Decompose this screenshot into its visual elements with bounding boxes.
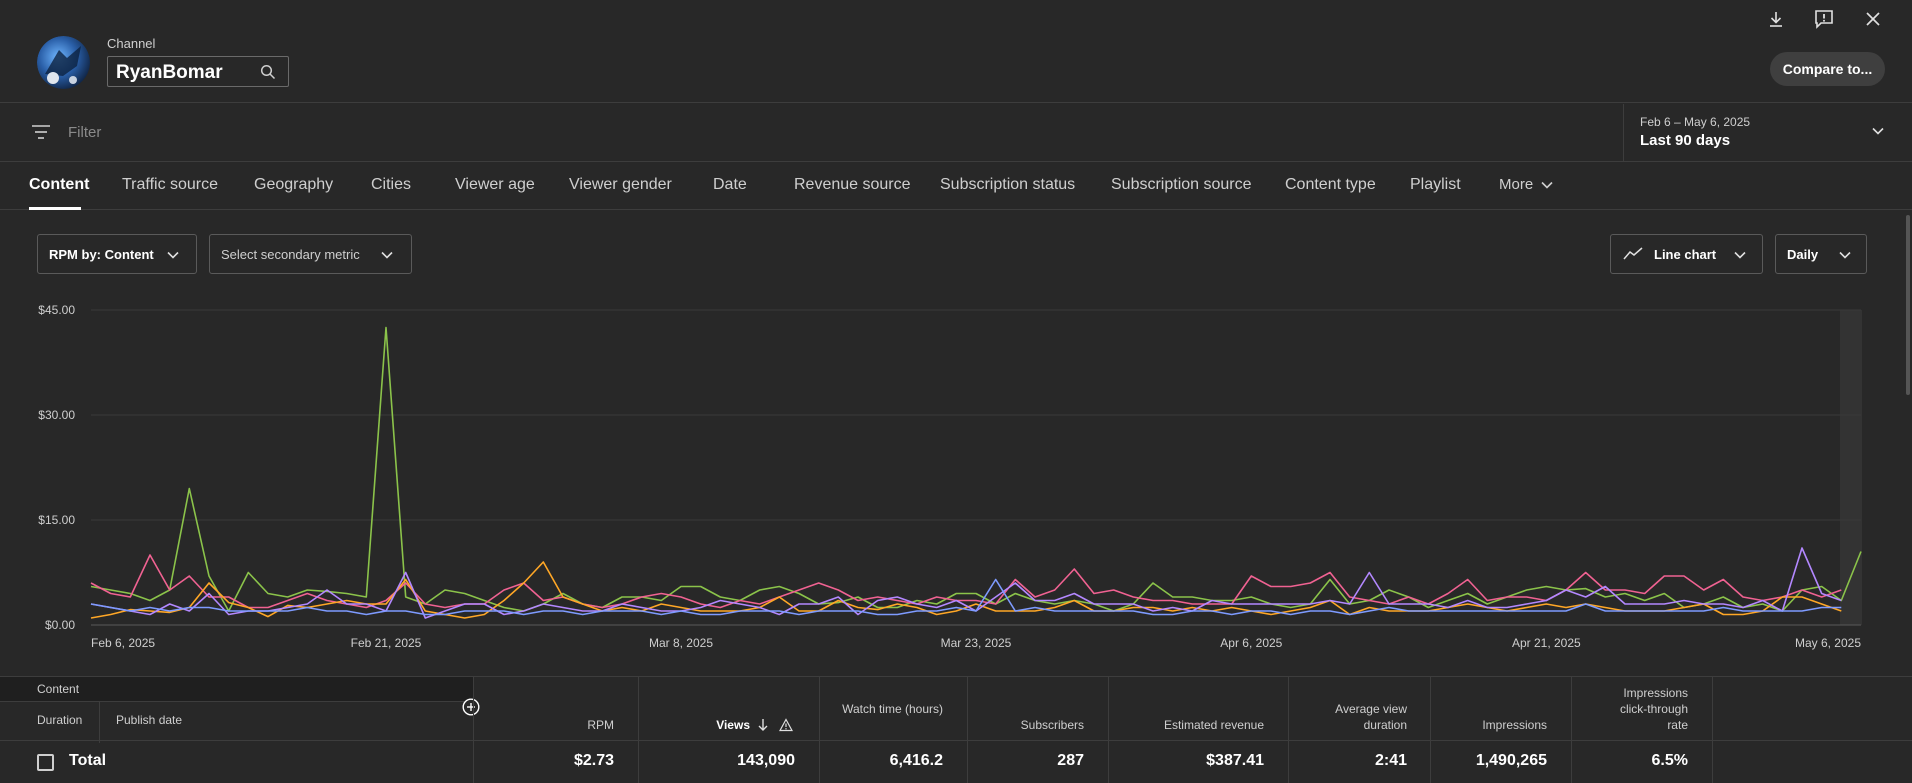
channel-name: RyanBomar [116, 62, 223, 83]
series-line-4[interactable] [90, 547, 1842, 619]
search-icon[interactable] [260, 64, 276, 80]
total-watch-time: 6,416.2 [889, 752, 943, 769]
date-range-label: Last 90 days [1640, 132, 1731, 149]
primary-metric-label: RPM by: Content [49, 246, 154, 262]
tab-viewer-age[interactable]: Viewer age [455, 176, 535, 193]
column-header-ctr[interactable]: Impressions click-through rate [1619, 686, 1688, 732]
interval-select[interactable]: Daily [1775, 234, 1867, 274]
column-header-rpm[interactable]: RPM [587, 718, 614, 732]
channel-label: Channel [107, 36, 156, 51]
add-column-icon[interactable] [462, 698, 480, 716]
x-tick-label: Mar 8, 2025 [649, 636, 713, 650]
tab-content-type[interactable]: Content type [1285, 176, 1376, 193]
warning-icon[interactable] [779, 718, 793, 732]
sort-descending-icon[interactable] [757, 718, 769, 732]
date-range-text: Feb 6 – May 6, 2025 [1640, 115, 1751, 129]
content-header-band [0, 677, 473, 701]
total-ctr: 6.5% [1651, 752, 1688, 769]
date-range-selector[interactable]: Feb 6 – May 6, 2025 Last 90 days [1623, 104, 1912, 162]
tab-subscription-source[interactable]: Subscription source [1111, 176, 1252, 193]
channel-picker[interactable]: RyanBomar [107, 56, 289, 87]
line-chart-icon [1623, 247, 1643, 260]
chevron-down-icon [167, 251, 179, 259]
y-tick-label: $30.00 [38, 408, 75, 422]
total-average-view-duration: 2:41 [1374, 752, 1407, 769]
y-tick-label: $0.00 [45, 618, 75, 632]
secondary-metric-label: Select secondary metric [221, 246, 360, 262]
channel-avatar[interactable] [37, 36, 90, 89]
total-rpm: $2.73 [573, 752, 614, 769]
compare-button[interactable]: Compare to... [1770, 52, 1885, 86]
series-line-1[interactable] [90, 326, 1862, 612]
channel-header: Channel RyanBomar Compare to... [0, 0, 1912, 103]
series-line-5[interactable] [90, 578, 1842, 616]
secondary-metric-select[interactable]: Select secondary metric [209, 234, 412, 274]
column-header-watch-time[interactable]: Watch time (hours) [842, 702, 943, 716]
dimension-tabs: Content Traffic source Geography Cities … [0, 163, 1912, 210]
primary-metric-select[interactable]: RPM by: Content [37, 234, 197, 274]
total-impressions: 1,490,265 [1475, 752, 1547, 769]
active-tab-indicator [29, 207, 81, 210]
column-header-subscribers[interactable]: Subscribers [1020, 718, 1084, 732]
x-tick-label: Apr 21, 2025 [1512, 636, 1581, 650]
column-header-average-view-duration[interactable]: Average view duration [1335, 702, 1407, 732]
interval-label: Daily [1787, 246, 1819, 262]
x-tick-label: Feb 6, 2025 [91, 636, 155, 650]
tab-playlist[interactable]: Playlist [1410, 176, 1461, 193]
total-subscribers: 287 [1057, 752, 1084, 769]
tab-content[interactable]: Content [29, 176, 90, 193]
tab-traffic-source[interactable]: Traffic source [122, 176, 219, 193]
column-header-duration[interactable]: Duration [37, 713, 83, 727]
chevron-down-icon [1871, 124, 1885, 138]
tab-viewer-gender[interactable]: Viewer gender [569, 176, 672, 193]
series-line-3[interactable] [90, 561, 1842, 619]
column-header-estimated-revenue[interactable]: Estimated revenue [1163, 718, 1264, 732]
page-scrollbar[interactable] [1906, 215, 1910, 395]
tab-geography[interactable]: Geography [254, 176, 334, 193]
chart-type-label: Line chart [1654, 246, 1717, 262]
total-estimated-revenue: $387.41 [1206, 752, 1264, 769]
close-icon[interactable] [1858, 4, 1888, 34]
feedback-icon[interactable] [1809, 4, 1839, 34]
tab-revenue-source[interactable]: Revenue source [794, 176, 911, 193]
tab-date[interactable]: Date [713, 176, 747, 193]
filter-input[interactable]: Filter [68, 124, 102, 141]
chevron-down-icon [1839, 251, 1851, 259]
filter-icon[interactable] [31, 124, 51, 140]
current-period-highlight [1840, 310, 1862, 625]
x-tick-label: Feb 21, 2025 [351, 636, 422, 650]
filter-bar: Filter Feb 6 – May 6, 2025 Last 90 days [0, 104, 1912, 162]
y-tick-label: $15.00 [38, 513, 75, 527]
chevron-down-icon [1541, 181, 1553, 189]
chart-type-select[interactable]: Line chart [1610, 234, 1763, 274]
series-line-2[interactable] [90, 554, 1842, 609]
tab-more-label: More [1499, 176, 1534, 193]
x-tick-label: Apr 6, 2025 [1220, 636, 1282, 650]
column-header-views[interactable]: Views [716, 718, 750, 732]
y-tick-label: $45.00 [38, 303, 75, 317]
total-row-label: Total [69, 752, 107, 769]
x-tick-label: Mar 23, 2025 [941, 636, 1012, 650]
rpm-line-chart: $0.00 $15.00 $30.00 $45.00 Feb 6, 2025 Feb 2… [38, 303, 1862, 650]
tab-subscription-status[interactable]: Subscription status [940, 176, 1076, 193]
chevron-down-icon [381, 251, 393, 259]
column-header-content[interactable]: Content [37, 682, 80, 696]
total-row-checkbox[interactable] [37, 754, 54, 771]
total-views: 143,090 [737, 752, 795, 769]
chevron-down-icon [1734, 251, 1746, 259]
tab-cities[interactable]: Cities [371, 176, 412, 193]
column-header-impressions[interactable]: Impressions [1482, 718, 1547, 732]
tab-more[interactable]: More [1499, 176, 1553, 193]
download-icon[interactable] [1761, 4, 1791, 34]
column-header-publish-date[interactable]: Publish date [116, 713, 183, 727]
x-tick-label: May 6, 2025 [1795, 636, 1861, 650]
content-table: Content Duration Publish date RPM Views … [0, 676, 1912, 783]
